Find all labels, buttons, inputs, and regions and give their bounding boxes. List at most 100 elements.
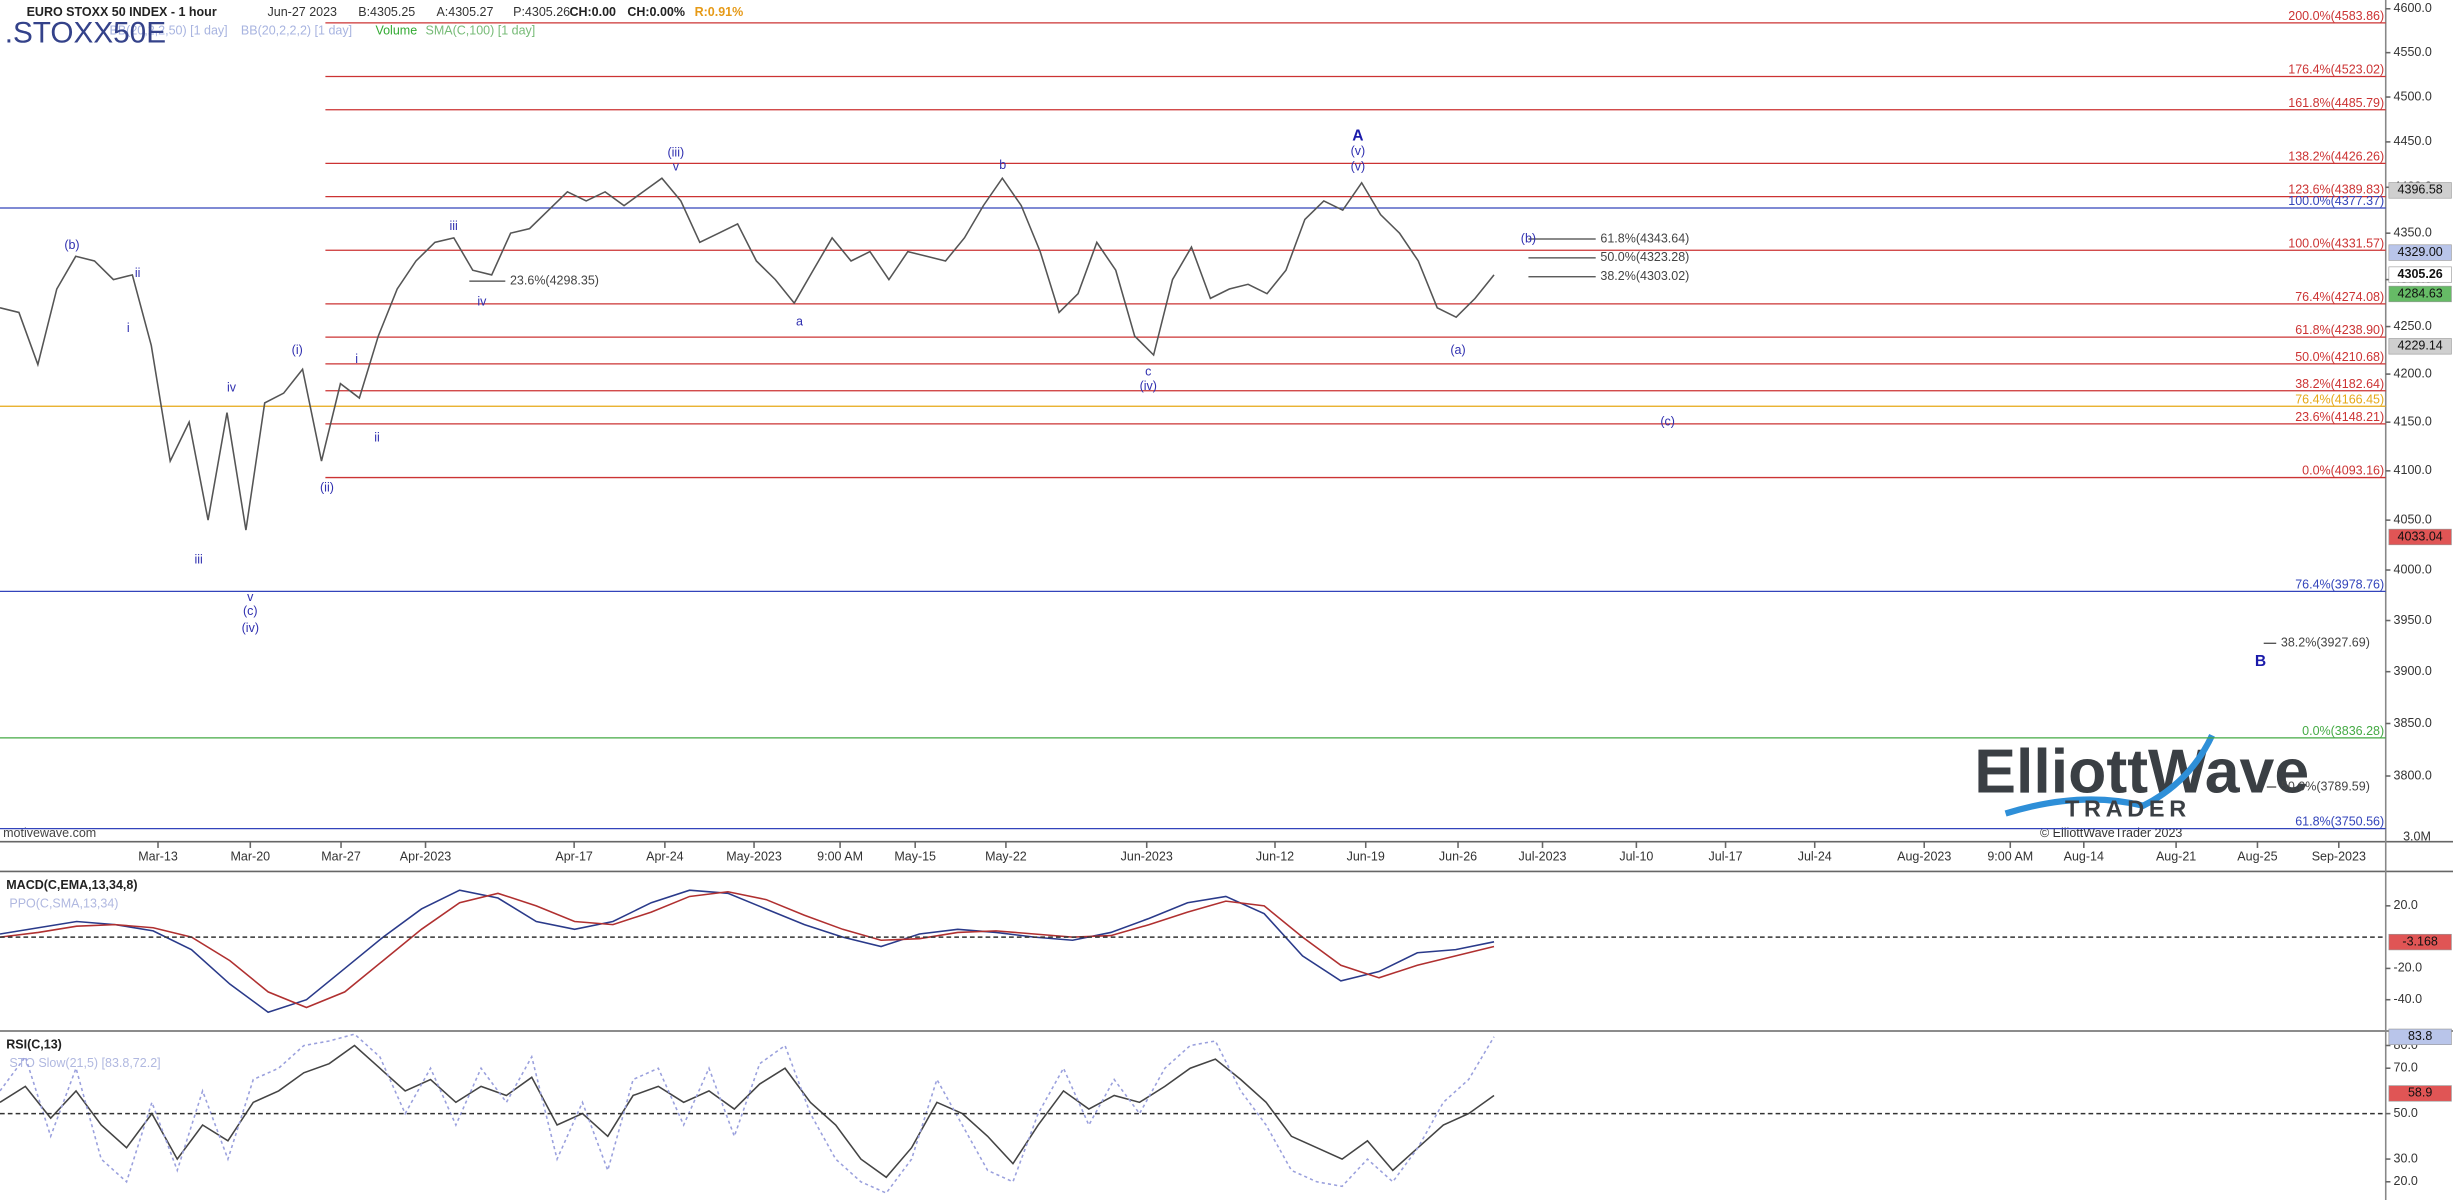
fib-label: 100.0%(4331.57) [2288, 236, 2384, 250]
y-tick-label: 4250.0 [2394, 319, 2432, 333]
fib-label: 50.0%(4323.28) [1600, 250, 1689, 264]
time-label: Jun-2023 [1121, 850, 1173, 864]
change-pct: CH:0.00% [627, 5, 685, 19]
wave-label: iii [195, 552, 203, 566]
logo-word: ElliottWave [1974, 737, 2309, 807]
y-tick-label: 4200.0 [2394, 366, 2432, 380]
y-tick-label: 3850.0 [2394, 716, 2432, 730]
fib-label: 50.0%(4210.68) [2295, 350, 2384, 364]
wave-label: ii [374, 430, 380, 444]
price-tag-label: 4305.26 [2398, 267, 2443, 281]
bid: B:4305.25 [358, 5, 415, 19]
fib-label: 38.2%(4182.64) [2295, 377, 2384, 391]
panel-title: RSI(C,13) [6, 1037, 62, 1051]
wave-label: B [2255, 653, 2266, 670]
fib-label: 50.0%(3789.59) [2281, 779, 2370, 793]
study: Volume [375, 24, 417, 38]
wave-label: (iv) [242, 621, 259, 635]
fib-label: 138.2%(4426.26) [2288, 149, 2384, 163]
time-label: Aug-14 [2064, 850, 2104, 864]
y-tick-label: -20.0 [2394, 961, 2423, 975]
wave-label: (v) [1351, 160, 1366, 174]
fib-label: 200.0%(4583.86) [2288, 9, 2384, 23]
wave-label: (v) [1351, 144, 1366, 158]
y-tick-label: 4500.0 [2394, 89, 2432, 103]
date: Jun-27 2023 [268, 5, 338, 19]
y-tick-label: 4450.0 [2394, 134, 2432, 148]
time-label: 9:00 AM [817, 850, 863, 864]
wave-label: (ii) [320, 480, 334, 494]
panel-subtitle: PPO(C,SMA,13,34) [9, 897, 118, 911]
wave-label: i [355, 352, 358, 366]
price-tag-label: -3.168 [2402, 934, 2437, 948]
study: BB(20,2,2,2) [1 day] [241, 24, 352, 38]
y-tick-label: 3800.0 [2394, 768, 2432, 782]
logo-sub: TRADER [2065, 796, 2191, 822]
wave-label: (b) [1521, 232, 1536, 246]
time-label: Jun-19 [1347, 850, 1385, 864]
fib-label: 76.4%(4274.08) [2295, 290, 2384, 304]
time-label: Mar-27 [321, 850, 361, 864]
price-tag-label: 4329.00 [2398, 245, 2443, 259]
wave-label: i [127, 321, 130, 335]
wave-label: iv [477, 294, 487, 308]
change: CH:0.00 [569, 5, 616, 19]
time-label: Jul-17 [1709, 850, 1743, 864]
wave-label: (c) [1660, 415, 1675, 429]
y-tick-label: 4350.0 [2394, 225, 2432, 239]
price-tag [2388, 285, 2452, 303]
panel-subtitle: STO Slow(21,5) [83.8,72.2] [9, 1056, 160, 1070]
logo-swoosh [2004, 733, 2215, 817]
y-tick-label: 50.0 [2394, 1106, 2418, 1120]
wave-label: (a) [1450, 343, 1465, 357]
fib-label: 61.8%(3750.56) [2295, 815, 2384, 829]
fib-label: 23.6%(4298.35) [510, 273, 599, 287]
wave-label: iv [227, 380, 237, 394]
y-tick-label: 4050.0 [2394, 512, 2432, 526]
y-tick-label: 4100.0 [2394, 463, 2432, 477]
wave-label: iii [450, 219, 458, 233]
time-label: Jun-26 [1439, 850, 1477, 864]
copyright: © ElliottWaveTrader 2023 [2040, 826, 2182, 840]
series-line [0, 890, 1495, 1009]
wave-label: v [673, 160, 680, 174]
fib-label: 0.0%(4093.16) [2302, 464, 2384, 478]
time-label: Aug-21 [2156, 850, 2196, 864]
price-tag [2388, 266, 2452, 283]
volume-tag: 3.0M [2403, 829, 2431, 843]
time-label: Mar-13 [138, 850, 178, 864]
price-tag [2388, 1085, 2452, 1102]
fib-label: 0.0%(3836.28) [2302, 724, 2384, 738]
wave-label: (b) [64, 238, 79, 252]
fib-label: 76.4%(3978.76) [2295, 577, 2384, 591]
symbol: .STOXX50E [5, 16, 166, 49]
y-tick-label: 20.0 [2394, 1174, 2418, 1188]
y-tick-label: 4600.0 [2394, 1, 2432, 15]
fib-label: 161.8%(4485.79) [2288, 96, 2384, 110]
series-line [0, 1033, 1495, 1195]
price-tag [2388, 182, 2452, 199]
fib-label: 61.8%(4343.64) [1600, 231, 1689, 245]
time-label: Jul-24 [1798, 850, 1832, 864]
fib-label: 123.6%(4389.83) [2288, 183, 2384, 197]
time-label: Jun-12 [1256, 850, 1294, 864]
panel-title: MACD(C,EMA,13,34,8) [6, 878, 137, 892]
study: SMA(C,100) [1 day] [426, 24, 536, 38]
y-tick-label: 4000.0 [2394, 562, 2432, 576]
y-tick-label: 4150.0 [2394, 414, 2432, 428]
wave-label: A [1352, 127, 1363, 144]
price-tag-label: 4229.14 [2398, 339, 2443, 353]
wave-label: (iii) [667, 146, 684, 160]
watermark: motivewave.com [3, 826, 96, 840]
price-tag [2388, 933, 2452, 951]
wave-label: (i) [292, 343, 303, 357]
wave-label: v [247, 590, 254, 604]
fib-label: 23.6%(4148.21) [2295, 410, 2384, 424]
y-tick-label: 3900.0 [2394, 664, 2432, 678]
price: P:4305.26 [513, 5, 570, 19]
time-label: May-22 [985, 850, 1027, 864]
wave-label: (iv) [1140, 379, 1157, 393]
price-tag-label: 4033.04 [2398, 529, 2443, 543]
series-line [0, 1044, 1495, 1179]
